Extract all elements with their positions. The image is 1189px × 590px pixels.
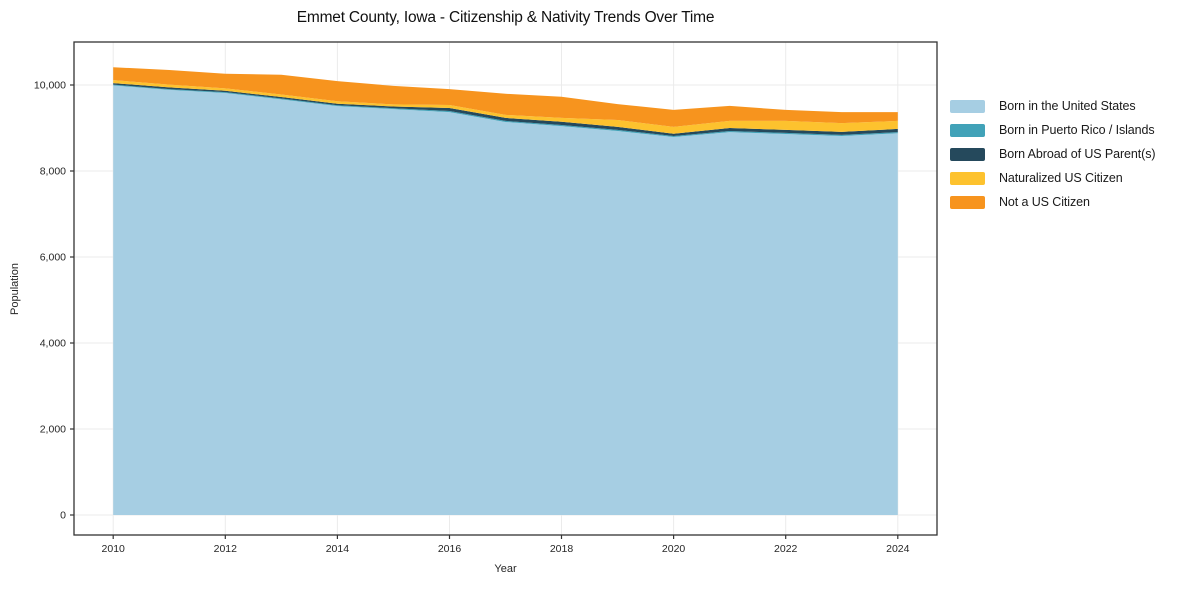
x-tick-label: 2014 xyxy=(326,543,350,555)
legend-item: Born in Puerto Rico / Islands xyxy=(950,123,1155,137)
legend-item: Naturalized US Citizen xyxy=(950,171,1155,185)
legend-item: Born in the United States xyxy=(950,99,1155,113)
legend-label: Born Abroad of US Parent(s) xyxy=(999,147,1156,161)
area-naturalized-us-citizen xyxy=(113,80,898,134)
legend-label: Born in the United States xyxy=(999,99,1136,113)
legend-swatch xyxy=(950,123,985,137)
y-tick-label: 4,000 xyxy=(40,338,66,350)
area-born-in-the-united-states xyxy=(113,85,898,516)
x-tick-label: 2016 xyxy=(438,543,462,555)
x-tick-label: 2022 xyxy=(774,543,798,555)
legend-swatch xyxy=(950,99,985,113)
legend-swatch xyxy=(950,195,985,209)
legend-item: Not a US Citizen xyxy=(950,195,1155,209)
y-tick-label: 6,000 xyxy=(40,252,66,264)
legend-label: Naturalized US Citizen xyxy=(999,171,1123,185)
x-tick-label: 2024 xyxy=(886,543,910,555)
y-tick-label: 2,000 xyxy=(40,424,66,436)
chart-title: Emmet County, Iowa - Citizenship & Nativ… xyxy=(296,9,715,26)
x-axis-label: Year xyxy=(494,563,517,575)
x-tick-label: 2010 xyxy=(102,543,126,555)
legend-item: Born Abroad of US Parent(s) xyxy=(950,147,1156,161)
legend: Born in the United States Born in Puerto … xyxy=(950,99,1156,209)
x-tick-label: 2012 xyxy=(214,543,238,555)
plot-border xyxy=(73,41,938,536)
y-tick-label: 10,000 xyxy=(34,80,66,92)
x-tick-label: 2018 xyxy=(550,543,574,555)
legend-swatch xyxy=(950,171,985,185)
y-tick-label: 0 xyxy=(60,510,66,522)
legend-label: Not a US Citizen xyxy=(999,195,1090,209)
y-axis-label: Population xyxy=(9,263,21,315)
y-tick-label: 8,000 xyxy=(40,166,66,178)
legend-label: Born in Puerto Rico / Islands xyxy=(999,123,1155,137)
legend-swatch xyxy=(950,147,985,161)
area-not-a-us-citizen xyxy=(113,67,898,127)
x-tick-label: 2020 xyxy=(662,543,686,555)
